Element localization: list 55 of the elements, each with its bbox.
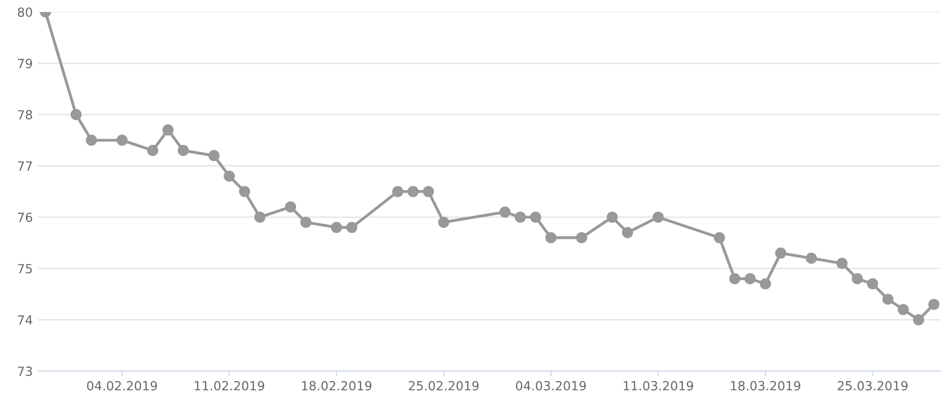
x-tick-label: 18.02.2019 <box>302 381 372 390</box>
point <box>714 232 725 244</box>
point <box>408 186 419 198</box>
point <box>913 314 924 326</box>
y-tick-label: 78 <box>18 110 32 120</box>
point <box>652 212 664 223</box>
point <box>284 201 296 212</box>
point <box>300 216 312 228</box>
point <box>147 144 158 156</box>
point <box>898 304 909 316</box>
point <box>545 232 557 244</box>
y-tick-label: 75 <box>18 264 32 274</box>
point <box>775 248 786 259</box>
point <box>836 258 848 269</box>
point <box>852 273 863 284</box>
point <box>116 134 128 146</box>
x-tick-label: 04.02.2019 <box>87 381 157 390</box>
y-tick-label: 79 <box>18 58 32 68</box>
point <box>422 186 434 198</box>
point <box>239 186 250 198</box>
x-tick-label: 25.03.2019 <box>838 381 908 390</box>
point <box>162 124 174 136</box>
point <box>254 212 266 223</box>
point <box>622 227 634 238</box>
point <box>576 232 588 244</box>
x-tick-label: 04.03.2019 <box>516 381 586 390</box>
point <box>178 144 189 156</box>
point <box>346 222 358 233</box>
point <box>806 252 817 264</box>
y-tick-label: 80 <box>18 7 32 17</box>
point <box>330 222 342 233</box>
x-tick-label: 11.03.2019 <box>624 381 694 390</box>
point <box>882 294 894 305</box>
point <box>867 278 878 290</box>
y-tick-label: 74 <box>18 315 32 325</box>
x-tick-label: 18.03.2019 <box>730 381 800 390</box>
point <box>70 109 82 120</box>
point <box>224 170 235 182</box>
point <box>208 150 220 162</box>
point <box>392 186 404 198</box>
y-tick-label: 77 <box>18 162 32 171</box>
point <box>729 273 740 284</box>
x-tick-label: 11.02.2019 <box>194 381 264 390</box>
point <box>438 216 450 228</box>
point <box>530 212 542 223</box>
y-tick-label: 76 <box>18 212 32 222</box>
point <box>928 298 940 310</box>
point <box>760 278 771 290</box>
point <box>514 212 526 223</box>
point <box>606 212 618 223</box>
point <box>86 134 97 146</box>
point <box>499 206 511 218</box>
y-tick-label: 73 <box>18 366 32 376</box>
point <box>744 273 756 284</box>
x-tick-label: 25.02.2019 <box>408 381 479 390</box>
